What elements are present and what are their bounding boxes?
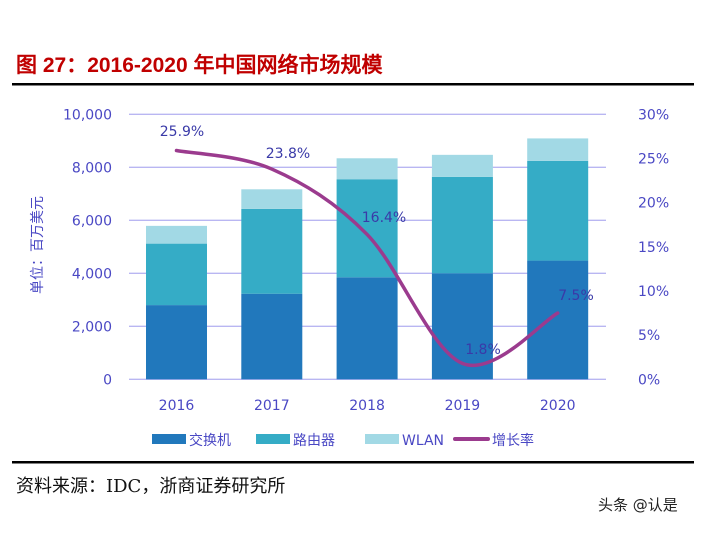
bar-WLAN-2016 <box>146 225 207 244</box>
data-label: 1.8% <box>465 342 501 358</box>
y2-tick-label: 25% <box>638 151 669 167</box>
bar-交换机-2020 <box>527 260 589 380</box>
data-label: 16.4% <box>362 210 406 226</box>
bar-交换机-2018 <box>336 277 398 380</box>
data-label: 25.9% <box>160 124 204 140</box>
x-tick-label: 2020 <box>540 398 576 414</box>
bar-路由器-2017 <box>241 208 303 294</box>
y-tick-label: 8,000 <box>72 160 112 176</box>
data-label: 23.8% <box>266 146 310 162</box>
x-tick-label: 2018 <box>349 398 385 414</box>
y2-tick-label: 30% <box>638 107 669 123</box>
x-tick-label: 2016 <box>159 398 195 414</box>
legend-label: 交换机 <box>189 432 231 449</box>
bar-WLAN-2019 <box>431 154 493 177</box>
y2-tick-label: 0% <box>638 372 660 388</box>
bar-WLAN-2018 <box>336 158 398 180</box>
legend-swatch <box>365 434 399 444</box>
data-label: 7.5% <box>558 288 594 304</box>
bar-WLAN-2020 <box>527 138 589 161</box>
chart-title: 图 27：2016-2020 年中国网络市场规模 <box>16 53 383 77</box>
legend-label: 增长率 <box>492 432 534 449</box>
legend: 交换机 路由器 WLAN 增长率 <box>152 432 534 449</box>
watermark: 头条 @认是 <box>598 496 678 514</box>
bar-路由器-2020 <box>527 160 589 261</box>
bar-交换机-2016 <box>146 305 207 380</box>
y-tick-label: 0 <box>103 372 112 388</box>
x-tick-label: 2019 <box>445 398 481 414</box>
bar-WLAN-2017 <box>241 189 303 209</box>
source-rule <box>12 461 694 464</box>
legend-swatch <box>152 434 186 444</box>
growth-line: 25.9% 23.8% 16.4% 1.8% 7.5% <box>160 124 594 368</box>
growth-line-path <box>174 148 560 368</box>
y2-tick-label: 15% <box>638 240 669 256</box>
title-rule <box>12 83 694 86</box>
y2-tick-label: 10% <box>638 284 669 300</box>
y-tick-label: 2,000 <box>72 319 112 335</box>
legend-label: 路由器 <box>293 433 335 449</box>
bars <box>146 138 589 380</box>
y2-tick-label: 5% <box>638 328 660 344</box>
source-note: 资料来源：IDC，浙商证券研究所 <box>16 476 285 497</box>
axis-ticks: 0 2,000 4,000 6,000 8,000 10,000 0% 5% 10% 15% 20%… <box>63 107 669 414</box>
y-axis-label: 单位：百万美元 <box>30 196 46 294</box>
bar-路由器-2016 <box>146 243 207 306</box>
bar-交换机-2017 <box>241 293 303 380</box>
y-tick-label: 4,000 <box>72 266 112 282</box>
y-tick-label: 6,000 <box>72 213 112 229</box>
legend-label: WLAN <box>402 433 444 449</box>
y2-tick-label: 20% <box>638 196 669 212</box>
y-tick-label: 10,000 <box>63 107 112 123</box>
x-tick-label: 2017 <box>254 398 290 414</box>
bar-路由器-2019 <box>431 176 493 274</box>
legend-swatch <box>256 434 290 444</box>
